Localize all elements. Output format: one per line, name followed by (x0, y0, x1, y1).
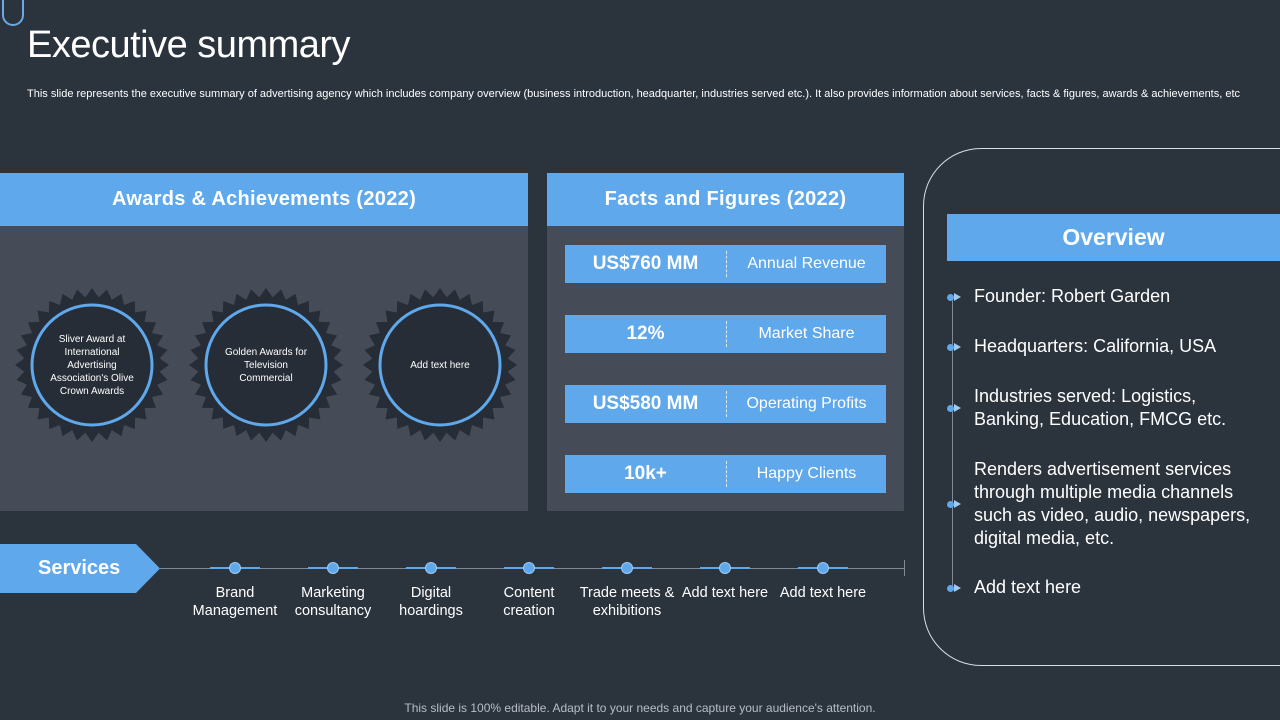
fact-divider (726, 251, 727, 277)
service-label: Content creation (503, 585, 555, 619)
overview-panel-frame (923, 148, 1280, 666)
page-title: Executive summary (27, 24, 351, 66)
fact-label: Market Share (758, 325, 855, 342)
overview-connector-line (952, 296, 953, 588)
fact-divider (726, 321, 727, 347)
fact-value: US$580 MM (592, 393, 699, 414)
award-text-1: Sliver Award at International Advertisin… (50, 333, 134, 397)
awards-panel: Awards & Achievements (2022) Sliver Awar… (0, 173, 528, 511)
service-label: Marketing consultancy (294, 585, 372, 619)
fact-label: Happy Clients (756, 465, 857, 482)
overview-item-headquarters[interactable]: Headquarters: California, USA (947, 335, 1267, 358)
fact-value: US$760 MM (592, 253, 699, 274)
service-label: Add text here (681, 585, 769, 601)
service-label: Add text here (779, 585, 867, 601)
timeline-dot-icon (719, 562, 731, 574)
award-text-3: Add text here (410, 359, 470, 371)
timeline-dot-icon (523, 562, 535, 574)
rosette-badge-icon (15, 288, 169, 442)
services-label-text: Services (38, 557, 121, 579)
timeline-dot-icon (425, 562, 437, 574)
awards-header: Awards & Achievements (2022) (0, 173, 528, 226)
services-timeline-end (904, 560, 905, 576)
fact-label: Operating Profits (746, 395, 867, 412)
fact-label: Annual Revenue (747, 255, 866, 272)
service-label: Brand Management (192, 585, 278, 619)
timeline-dot-icon (817, 562, 829, 574)
fact-row-market-share[interactable]: 12% Market Share (565, 315, 886, 353)
overview-item-text: Add text here (974, 577, 1082, 597)
dot-arrow-bullet-icon (947, 341, 961, 353)
service-label: Trade meets & exhibitions (579, 585, 675, 619)
facts-panel: Facts and Figures (2022) US$760 MM Annua… (547, 173, 904, 511)
award-badge-1[interactable]: Sliver Award at International Advertisin… (14, 287, 170, 443)
dot-arrow-bullet-icon (947, 582, 961, 594)
corner-tab-decoration (2, 0, 24, 26)
footer-note: This slide is 100% editable. Adapt it to… (404, 701, 876, 715)
dot-arrow-bullet-icon (947, 498, 961, 510)
overview-item-text: Headquarters: California, USA (974, 336, 1217, 356)
timeline-dot-icon (327, 562, 339, 574)
services-label: Services (0, 544, 160, 593)
timeline-dot-icon (621, 562, 633, 574)
overview-item-text: Founder: Robert Garden (974, 286, 1171, 306)
overview-item-text: Renders advertisement services through m… (974, 459, 1251, 548)
overview-item-founder[interactable]: Founder: Robert Garden (947, 285, 1267, 308)
overview-item-text: Industries served: Logistics, Banking, E… (974, 386, 1227, 429)
dot-arrow-bullet-icon (947, 402, 961, 414)
overview-item-industries[interactable]: Industries served: Logistics, Banking, E… (947, 385, 1267, 431)
fact-row-happy-clients[interactable]: 10k+ Happy Clients (565, 455, 886, 493)
overview-item-services-desc[interactable]: Renders advertisement services through m… (947, 458, 1267, 550)
fact-divider (726, 461, 727, 487)
rosette-badge-icon (363, 288, 517, 442)
overview-item-add-text[interactable]: Add text here (947, 576, 1267, 599)
facts-header: Facts and Figures (2022) (547, 173, 904, 226)
award-badge-3[interactable]: Add text here (362, 287, 518, 443)
fact-value: 12% (626, 323, 665, 344)
service-label: Digital hoardings (399, 585, 463, 619)
timeline-dot-icon (229, 562, 241, 574)
fact-row-operating-profits[interactable]: US$580 MM Operating Profits (565, 385, 886, 423)
award-badge-2[interactable]: Golden Awards for Television Commercial (188, 287, 344, 443)
fact-value: 10k+ (624, 463, 667, 484)
fact-divider (726, 391, 727, 417)
dot-arrow-bullet-icon (947, 291, 961, 303)
page-subtitle: This slide represents the executive summ… (27, 88, 1241, 100)
rosette-badge-icon (189, 288, 343, 442)
overview-header: Overview (947, 214, 1280, 261)
award-text-2: Golden Awards for Television Commercial (224, 346, 308, 384)
fact-row-revenue[interactable]: US$760 MM Annual Revenue (565, 245, 886, 283)
